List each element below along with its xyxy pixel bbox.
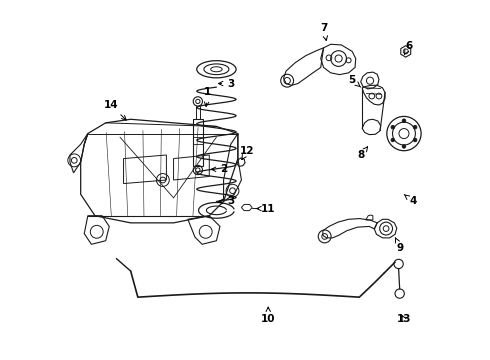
- Text: 4: 4: [404, 194, 416, 206]
- Circle shape: [391, 125, 394, 129]
- Circle shape: [413, 125, 417, 129]
- Text: 14: 14: [104, 100, 126, 120]
- Text: 9: 9: [395, 238, 404, 253]
- Text: 12: 12: [240, 147, 254, 159]
- Text: 11: 11: [257, 203, 275, 213]
- Text: 8: 8: [358, 147, 368, 160]
- Circle shape: [402, 119, 406, 122]
- Text: 10: 10: [261, 307, 275, 324]
- Text: 6: 6: [404, 41, 413, 54]
- Circle shape: [391, 138, 394, 142]
- Text: 3: 3: [219, 78, 234, 89]
- Text: 5: 5: [348, 75, 361, 87]
- Circle shape: [402, 145, 406, 148]
- Text: 2: 2: [211, 164, 227, 174]
- Text: 1: 1: [204, 87, 211, 107]
- Text: 13: 13: [397, 314, 411, 324]
- Text: 7: 7: [320, 23, 327, 40]
- Text: 3: 3: [219, 197, 234, 206]
- Circle shape: [413, 138, 417, 142]
